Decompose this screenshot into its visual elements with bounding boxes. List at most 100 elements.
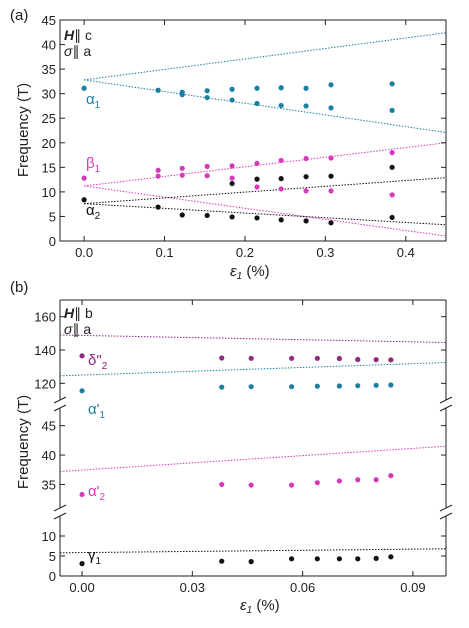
data-point	[254, 184, 260, 190]
data-point	[248, 384, 254, 390]
series-label-3: α'2	[88, 483, 106, 503]
data-point	[289, 384, 295, 390]
data-point	[254, 85, 260, 91]
data-point	[278, 102, 284, 109]
y-tick-label: 120	[34, 376, 56, 391]
data-point	[229, 163, 235, 169]
axis-break-mark	[53, 396, 67, 404]
calculated-line	[84, 203, 447, 226]
data-point	[389, 150, 395, 156]
axis-break-mark	[53, 512, 67, 520]
y-tick-label: 40	[42, 38, 56, 53]
y-tick-label: 10	[42, 185, 56, 200]
data-point	[389, 107, 395, 113]
data-point	[303, 174, 309, 180]
data-point	[355, 477, 361, 483]
data-point	[355, 556, 361, 562]
panel-b-series-labels: δ"2 α'1 α'2 γ1	[88, 352, 108, 567]
data-point	[248, 355, 254, 361]
panel-b-x-axis-label: ε1 (%)	[240, 597, 280, 616]
data-point	[303, 218, 309, 224]
data-point	[254, 100, 260, 107]
data-point	[248, 482, 254, 488]
data-point	[314, 480, 320, 486]
x-tick-label: 0.06	[290, 580, 315, 595]
data-point	[81, 175, 87, 181]
data-point	[314, 355, 320, 361]
calculated-line	[84, 79, 447, 133]
data-point	[278, 157, 284, 164]
series-label-1: α1	[86, 91, 101, 111]
data-point	[336, 383, 342, 389]
y-tick-label: 15	[42, 160, 56, 175]
y-tick-label: 5	[49, 549, 56, 564]
data-point	[229, 86, 235, 92]
data-point	[278, 217, 284, 223]
data-point	[388, 382, 394, 388]
data-point	[79, 491, 85, 498]
data-point	[179, 165, 185, 171]
panel-b-y-ticks: 120 140 160 35 40 45 0 5 10	[34, 310, 446, 584]
axis-break-mark	[53, 404, 67, 412]
panel-b-axis-break-marks	[53, 396, 453, 520]
data-point	[336, 556, 342, 562]
y-tick-label: 160	[34, 310, 56, 325]
data-point	[229, 97, 235, 103]
panel-b-label: (b)	[10, 279, 28, 296]
y-tick-label: 0	[49, 234, 56, 249]
data-point	[229, 180, 235, 187]
y-tick-label: 5	[49, 209, 56, 224]
data-point	[289, 556, 295, 562]
panel-a-y-axis-label: Frequency (T)	[15, 83, 32, 177]
data-point	[388, 473, 394, 479]
panel-b-legend-line2: σ∥ a	[64, 321, 91, 337]
axis-break-mark	[439, 512, 453, 520]
data-point	[278, 176, 284, 182]
data-point	[289, 355, 295, 361]
data-point	[79, 561, 85, 567]
axis-break-mark	[53, 504, 67, 512]
y-tick-label: 35	[42, 62, 56, 77]
panel-b-legend-line1: H∥ b	[64, 305, 93, 321]
data-point	[229, 214, 235, 220]
data-point	[303, 103, 309, 109]
series-label-4: γ1	[88, 547, 102, 567]
y-tick-label: 0	[49, 569, 56, 584]
data-point	[388, 554, 394, 560]
x-tick-label: 0.4	[397, 245, 415, 260]
x-tick-label: 0.00	[69, 580, 94, 595]
calculated-line	[59, 445, 447, 473]
calculated-line	[84, 142, 447, 187]
panel-a-calculated-lines	[84, 32, 447, 237]
panel-a-label: (a)	[10, 7, 28, 24]
data-point	[355, 383, 361, 389]
data-point	[248, 559, 254, 565]
data-point	[219, 558, 225, 564]
y-tick-label: 30	[42, 87, 56, 102]
data-point	[328, 105, 334, 111]
y-tick-label: 35	[42, 477, 56, 492]
data-point	[336, 355, 342, 362]
calculated-line	[59, 362, 447, 377]
axis-break-mark	[439, 396, 453, 404]
data-point	[155, 167, 161, 173]
data-point	[79, 353, 85, 359]
axis-break-mark	[439, 404, 453, 412]
panel-a-legend-line1: H∥ c	[64, 27, 92, 43]
data-point	[278, 85, 284, 91]
data-point	[204, 94, 210, 101]
x-tick-label: 0.2	[236, 245, 254, 260]
data-point	[179, 172, 185, 178]
calculated-line	[84, 177, 447, 205]
data-point	[204, 163, 210, 169]
data-point	[328, 155, 334, 161]
panel-a-x-axis-label: ε1 (%)	[230, 263, 270, 282]
series-label-2: α'1	[88, 401, 106, 421]
data-point	[155, 173, 161, 179]
y-tick-label: 10	[42, 529, 56, 544]
data-point	[373, 357, 379, 363]
x-tick-label: 0.3	[316, 245, 334, 260]
data-point	[204, 88, 210, 94]
data-point	[328, 188, 334, 194]
